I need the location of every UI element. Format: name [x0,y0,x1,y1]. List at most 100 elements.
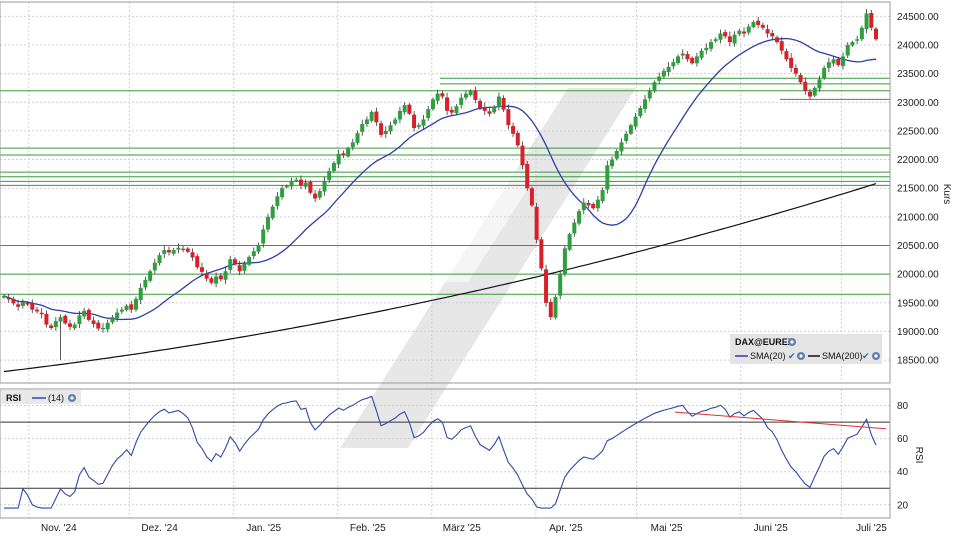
candle-down [374,111,379,123]
candle-up [426,109,431,119]
settings-gear-icon[interactable] [68,394,76,402]
legend-title: DAX@EUREX [735,337,794,347]
candle-up [317,191,322,198]
price-axis-title: Kurs [941,184,952,205]
checkmark-icon[interactable]: ✔ [788,351,796,361]
candle-down [836,58,841,66]
candle-down [166,250,171,253]
candle-up [826,62,831,68]
candle-down [529,188,534,206]
candle-up [331,162,336,172]
rsi-header: RSI (14) [1,390,81,404]
price-tick-label: 20500.00 [897,241,939,252]
candle-down [770,33,775,37]
candle-down [232,259,237,264]
candle-up [289,181,294,187]
candle-down [49,325,54,328]
settings-gear-icon[interactable] [788,338,796,346]
candle-down [341,153,346,156]
candle-up [53,321,58,328]
candle-up [614,150,619,159]
candle-down [34,309,39,312]
candle-up [553,297,558,318]
candle-up [680,53,685,56]
candle-down [218,275,223,280]
candle-down [685,54,690,60]
candle-down [25,302,30,305]
candle-up [619,142,624,152]
price-tick-label: 22000.00 [897,155,939,166]
candle-up [388,125,393,132]
candle-up [100,327,105,330]
date-tick-label: Dez. '24 [141,523,178,534]
candle-up [143,279,148,288]
candle-down [412,114,417,129]
candle-up [463,93,468,98]
candle-down [525,163,530,189]
candle-down [185,248,190,252]
candle-down [586,202,591,206]
candle-down [445,97,450,111]
price-tick-label: 21500.00 [897,184,939,195]
candle-down [534,206,539,240]
candle-up [322,181,327,192]
candle-up [732,34,737,44]
checkmark-icon[interactable]: ✔ [862,351,870,361]
candle-down [760,24,765,28]
settings-gear-icon[interactable] [797,352,805,360]
sma20-line [3,37,877,321]
candle-down [765,29,770,34]
price-tick-label: 24000.00 [897,40,939,51]
chart-legend: DAX@EUREX SMA(20) ✔ SMA(200) ✔ [730,334,882,364]
candle-up [709,42,714,49]
candle-down [204,273,209,279]
rsi-tick-label: 60 [897,434,909,445]
candle-up [746,26,751,33]
date-tick-label: Jan. '25 [246,523,281,534]
candle-up [214,276,219,284]
candle-down [379,123,384,135]
candle-up [350,142,355,148]
candle-up [115,312,120,319]
candle-down [308,182,313,193]
candle-up [72,324,77,329]
candle-up [595,199,600,209]
candle-up [737,30,742,35]
candle-down [91,320,96,324]
candle-up [124,305,129,311]
candle-up [430,99,435,110]
candle-down [803,81,808,91]
candle-up [402,105,407,113]
candle-up [435,93,440,101]
candle-up [284,185,289,188]
candle-up [223,271,228,280]
price-tick-label: 23000.00 [897,98,939,109]
candle-up [671,62,676,67]
rsi-path [4,395,877,509]
candle-up [643,99,648,109]
date-tick-label: Nov. '24 [41,523,77,534]
candle-up [2,295,6,298]
candle-up [327,171,332,180]
settings-gear-icon[interactable] [872,352,880,360]
candle-up [572,222,577,234]
candle-up [581,202,586,211]
candle-up [256,244,261,252]
candle-up [280,188,285,198]
candle-up [492,106,497,113]
candle-up [119,309,124,312]
candle-up [864,13,869,30]
candle-up [82,310,87,317]
candle-down [407,104,412,114]
candle-down [129,304,134,310]
candle-up [148,271,153,281]
candle-up [421,119,426,126]
candlestick-series [2,9,878,361]
candle-down [520,145,525,166]
watermark-gap [400,170,540,282]
candle-up [704,47,709,51]
candle-down [96,322,101,329]
candle-up [600,189,605,202]
candle-up [261,229,266,244]
